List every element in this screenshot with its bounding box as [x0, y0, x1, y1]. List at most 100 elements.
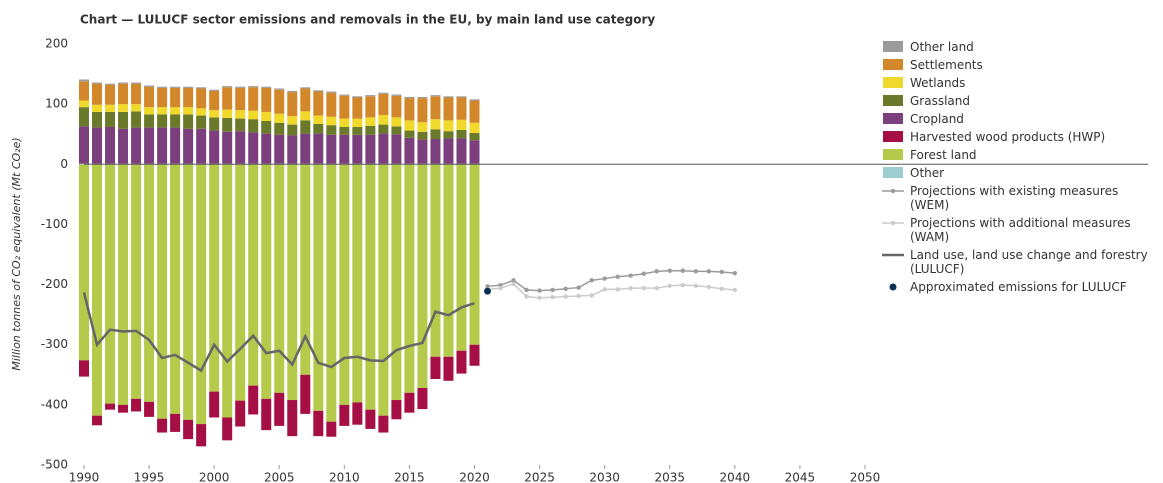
legend-item: Other [882, 166, 1157, 180]
bar [79, 164, 89, 361]
bar [157, 114, 168, 128]
line-marker [667, 283, 672, 288]
bar [92, 127, 103, 164]
bar [417, 139, 428, 164]
bar [287, 90, 298, 93]
bar [469, 344, 480, 366]
bar [183, 114, 194, 129]
line-marker [654, 269, 659, 274]
legend: Other land Settlements Wetlands Grassland Cr… [882, 40, 1157, 298]
bar [469, 100, 480, 123]
bar [404, 164, 415, 393]
bar [404, 120, 415, 131]
line-marker [563, 294, 568, 299]
legend-box [883, 77, 903, 88]
bar [170, 114, 181, 128]
bar [378, 92, 389, 94]
legend-swatch [883, 167, 903, 178]
bar [313, 90, 324, 92]
legend-marker [890, 220, 896, 226]
bar [79, 79, 89, 82]
bar [235, 400, 246, 427]
bar [196, 88, 207, 109]
bar [378, 114, 389, 125]
legend-swatch [882, 220, 904, 226]
bar [287, 124, 298, 136]
bar [209, 110, 220, 118]
bar [469, 122, 480, 134]
bar [365, 96, 376, 118]
bar [222, 164, 233, 418]
bar [157, 418, 168, 433]
legend-item: Projections with additional measures (WA… [882, 216, 1157, 244]
bar [456, 119, 467, 131]
bar [326, 164, 337, 422]
bar [339, 94, 350, 96]
bar [235, 110, 246, 119]
bar [313, 115, 324, 124]
legend-item: Grassland [882, 94, 1157, 108]
x-tick-label: 2045 [785, 471, 816, 483]
line-marker [680, 268, 685, 273]
bar [222, 86, 233, 88]
bar [326, 91, 337, 93]
bar [183, 86, 194, 88]
line-marker [537, 295, 542, 301]
bar [209, 130, 220, 164]
bar [417, 164, 428, 389]
bar [144, 401, 155, 417]
legend-marker [890, 188, 896, 194]
bar [118, 128, 129, 164]
bar [157, 127, 168, 164]
bar [196, 424, 207, 447]
bar [352, 126, 363, 135]
line-marker [706, 284, 711, 290]
bar [365, 125, 376, 135]
line-marker [693, 269, 698, 274]
bar [443, 164, 454, 357]
legend-item: Other land [882, 40, 1157, 54]
bar [118, 111, 129, 129]
legend-item: Projections with existing measures (WEM) [882, 184, 1157, 212]
bar [209, 391, 220, 418]
y-tick-label: -500 [41, 458, 68, 472]
line-marker [719, 286, 725, 291]
bar [456, 164, 467, 351]
bar [287, 400, 298, 437]
bar [378, 164, 389, 416]
legend-marker [889, 283, 897, 291]
bar [118, 83, 129, 105]
bar [300, 374, 311, 414]
bar [105, 164, 116, 404]
bar [248, 110, 259, 120]
bar [196, 164, 207, 425]
bar [196, 128, 207, 164]
bar [118, 164, 129, 405]
y-axis-label: Million tonnes of CO₂ equivalent (Mt CO₂… [10, 137, 23, 370]
bar [105, 104, 116, 112]
bar [144, 114, 155, 128]
bar [456, 97, 467, 120]
bar [287, 116, 298, 125]
bar [105, 126, 116, 164]
bar [157, 86, 168, 88]
legend-box [883, 149, 903, 160]
bar [248, 119, 259, 133]
bar [313, 91, 324, 116]
line-marker [498, 285, 503, 291]
bar [339, 134, 350, 164]
bar [352, 118, 363, 127]
legend-swatch [883, 59, 903, 70]
bar [157, 107, 168, 115]
bar [469, 140, 480, 164]
bar [248, 87, 259, 111]
bar [131, 104, 142, 112]
bar [105, 83, 116, 85]
bar [456, 130, 467, 139]
legend-item: Cropland [882, 112, 1157, 126]
bar [92, 111, 103, 128]
bar [274, 88, 285, 90]
bar [417, 122, 428, 132]
bar [417, 96, 428, 99]
line-marker [641, 285, 646, 291]
